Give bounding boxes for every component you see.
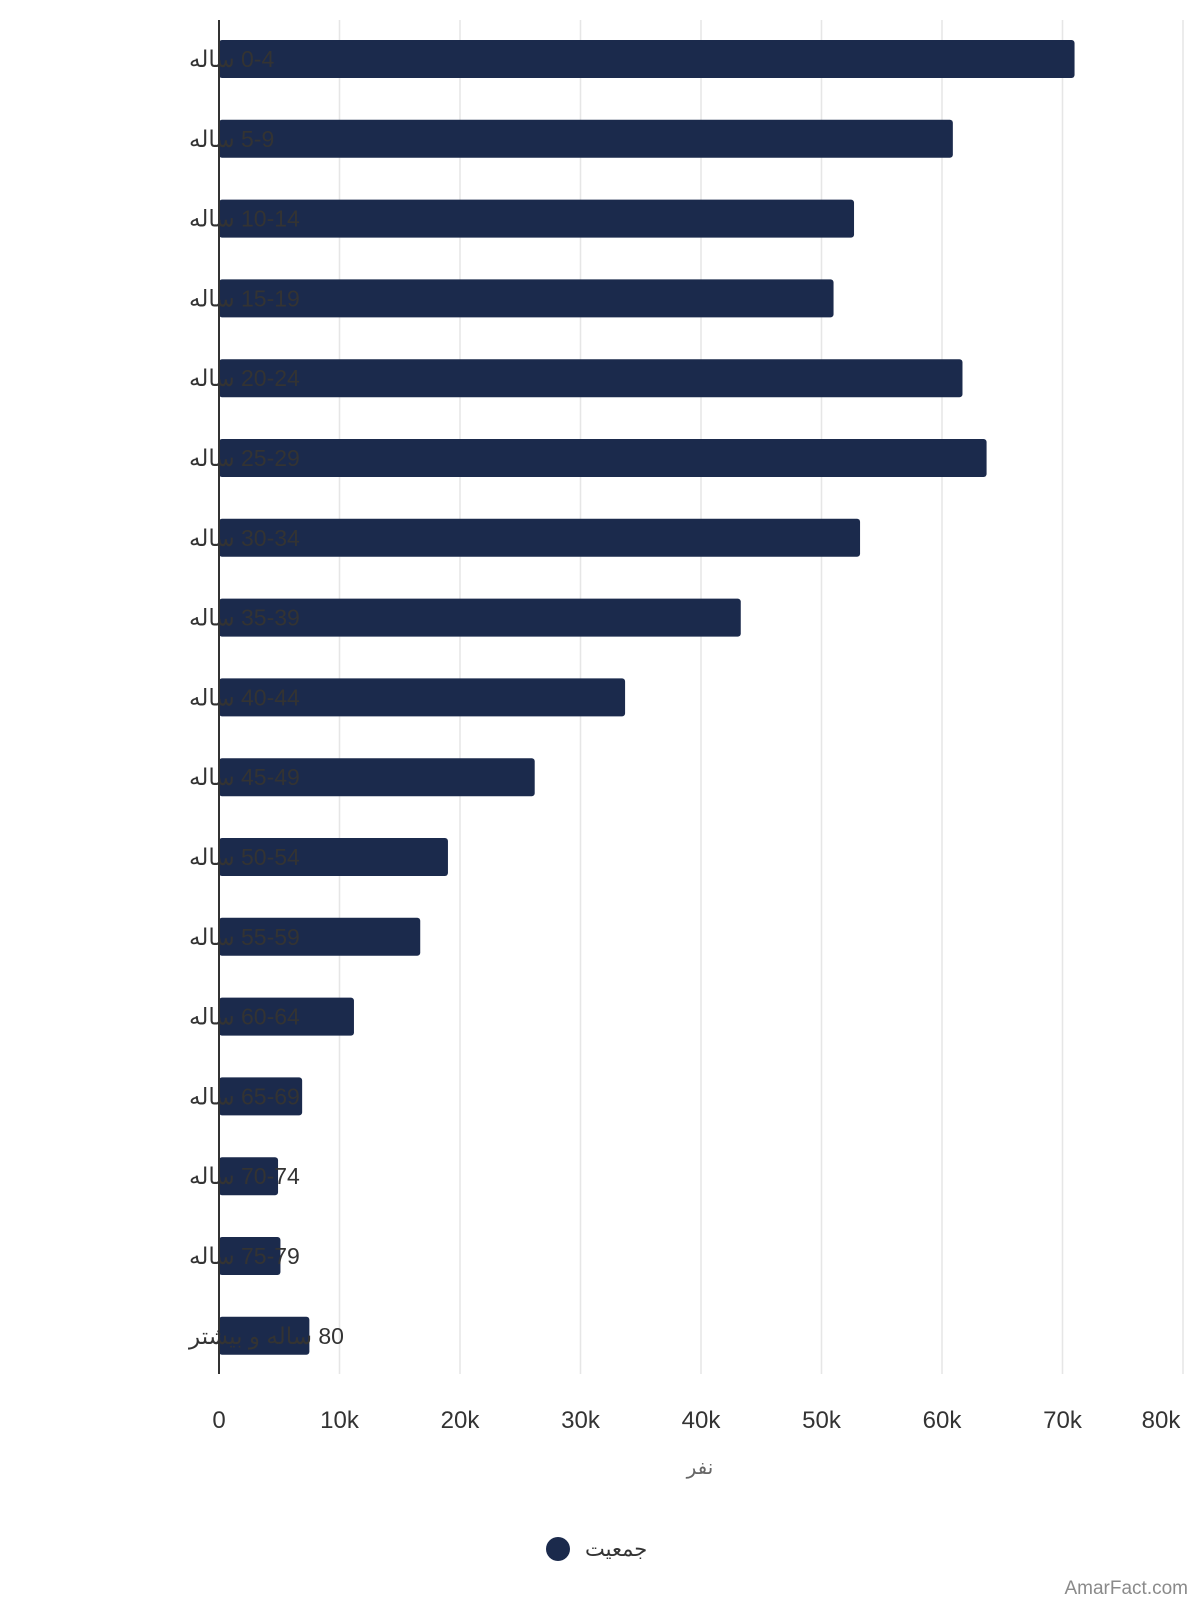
bar[interactable]	[219, 598, 741, 637]
category-label: 70-74 ساله	[189, 1163, 300, 1189]
category-label: 5-9 ساله	[189, 126, 274, 152]
x-axis-title: نفر	[686, 1455, 714, 1479]
bar[interactable]	[219, 40, 1075, 78]
credit-text: AmarFact.com	[1064, 1578, 1188, 1599]
category-label: 25-29 ساله	[189, 445, 300, 471]
bar[interactable]	[219, 838, 448, 876]
x-tick-label: 30k	[561, 1407, 601, 1434]
bar[interactable]	[219, 1316, 310, 1355]
x-tick-label: 60k	[923, 1407, 963, 1434]
bar[interactable]	[219, 359, 963, 398]
x-tick-label: 20k	[441, 1407, 481, 1434]
x-tick-label: 70k	[1043, 1407, 1083, 1434]
bar[interactable]	[219, 1157, 279, 1196]
category-label: 40-44 ساله	[189, 684, 300, 710]
x-tick-label: 40k	[682, 1407, 722, 1434]
category-label: 55-59 ساله	[189, 924, 300, 950]
category-label: 20-24 ساله	[189, 365, 300, 391]
x-tick-label: 0	[212, 1407, 225, 1434]
category-label: 50-54 ساله	[189, 844, 300, 870]
bar[interactable]	[219, 758, 535, 797]
category-label: 45-49 ساله	[189, 764, 300, 790]
bar[interactable]	[219, 518, 861, 557]
bar[interactable]	[219, 119, 953, 158]
legend[interactable]: جمعیت	[546, 1537, 647, 1561]
bar[interactable]	[219, 1237, 281, 1275]
x-tick-labels: 0 10k 20k 30k 40k 50k 60k 70k 80k	[212, 1407, 1181, 1434]
bar[interactable]	[219, 917, 421, 956]
category-label: 35-39 ساله	[189, 605, 300, 631]
bar[interactable]	[219, 997, 354, 1036]
category-label: 80 ساله و بیشتر	[188, 1323, 344, 1350]
category-label: 75-79 ساله	[189, 1243, 300, 1269]
legend-label: جمعیت	[585, 1537, 647, 1561]
x-tick-label: 10k	[320, 1407, 360, 1434]
category-label: 15-19 ساله	[189, 285, 300, 311]
bar[interactable]	[219, 199, 855, 238]
bars	[219, 40, 1075, 1355]
category-label: 65-69 ساله	[189, 1083, 300, 1109]
category-labels: 0-4 ساله 5-9 ساله 10-14 ساله 15-19 ساله 20-2…	[188, 46, 344, 1350]
bar[interactable]	[219, 1077, 303, 1116]
category-label: 60-64 ساله	[189, 1004, 300, 1030]
category-label: 30-34 ساله	[189, 525, 300, 551]
x-tick-label: 80k	[1142, 1407, 1182, 1434]
legend-marker-icon	[546, 1537, 570, 1561]
bar[interactable]	[219, 279, 834, 318]
bar[interactable]	[219, 439, 987, 477]
category-label: 10-14 ساله	[189, 206, 300, 232]
bar[interactable]	[219, 678, 626, 717]
category-label: 0-4 ساله	[189, 46, 274, 72]
x-tick-label: 50k	[802, 1407, 842, 1434]
